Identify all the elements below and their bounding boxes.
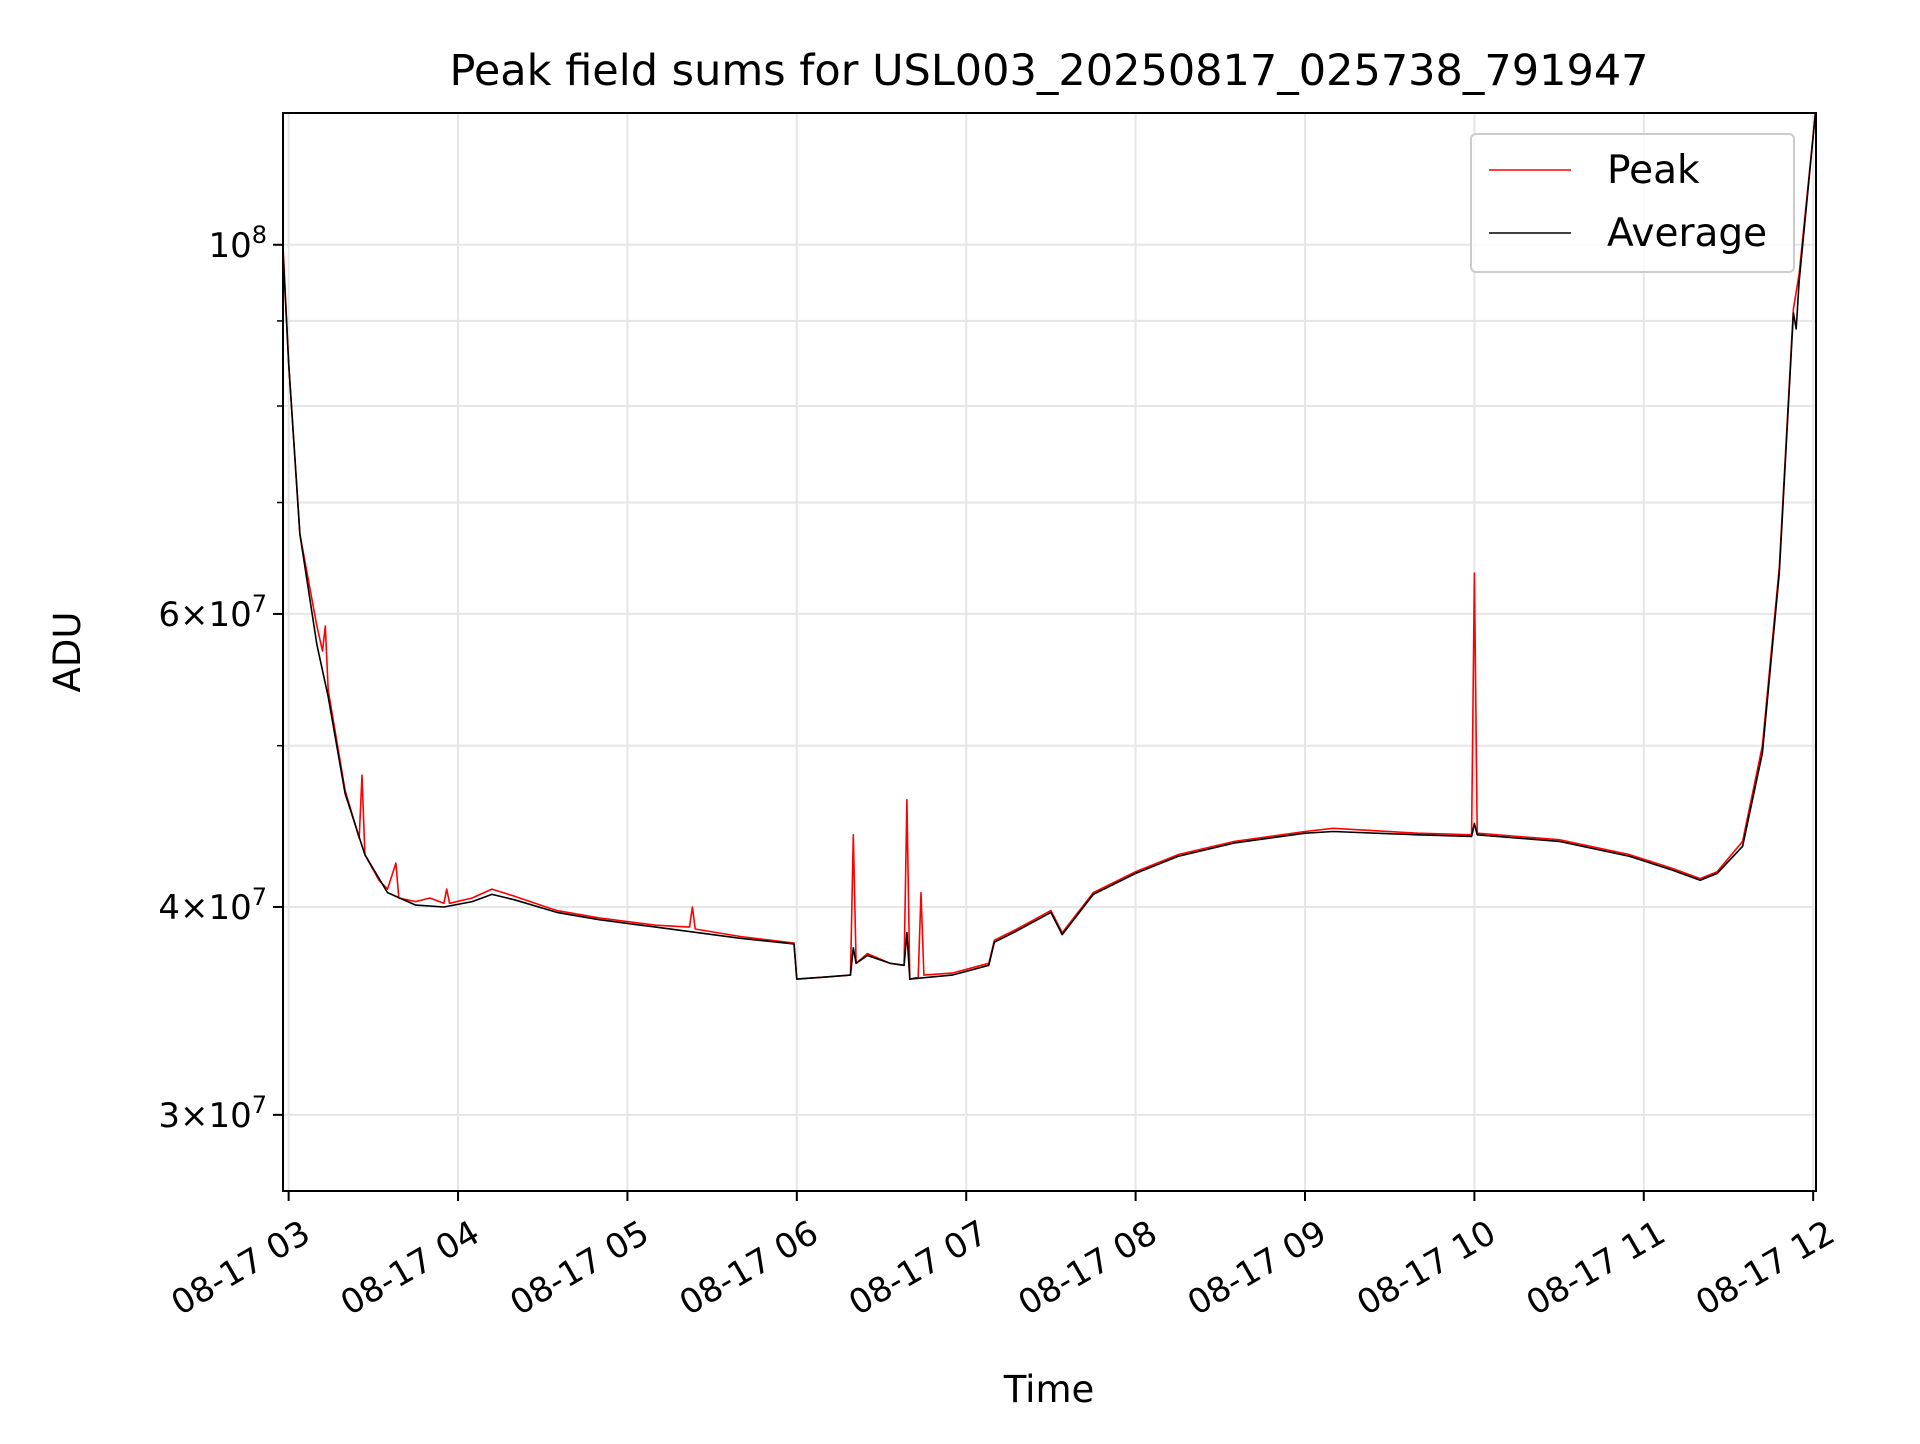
- legend-label-average: Average: [1607, 211, 1767, 256]
- legend: Peak Average: [1470, 133, 1795, 273]
- y-tick-label: 4×107: [158, 883, 267, 928]
- series-line-average: [283, 113, 1816, 980]
- y-tick-label: 3×107: [158, 1091, 267, 1136]
- series-layer: [283, 113, 1816, 980]
- plot-frame: [282, 112, 1817, 1192]
- y-tick-label: 6×107: [158, 590, 267, 635]
- chart-title: Peak field sums for USL003_20250817_0257…: [449, 46, 1648, 96]
- y-axis: 3×107 4×107 6×107 108: [158, 221, 283, 1136]
- x-axis-label: Time: [1003, 1368, 1095, 1411]
- legend-label-peak: Peak: [1607, 148, 1700, 193]
- legend-box: [1470, 133, 1795, 273]
- y-axis-label: ADU: [46, 612, 89, 693]
- y-tick-label: 108: [208, 221, 267, 266]
